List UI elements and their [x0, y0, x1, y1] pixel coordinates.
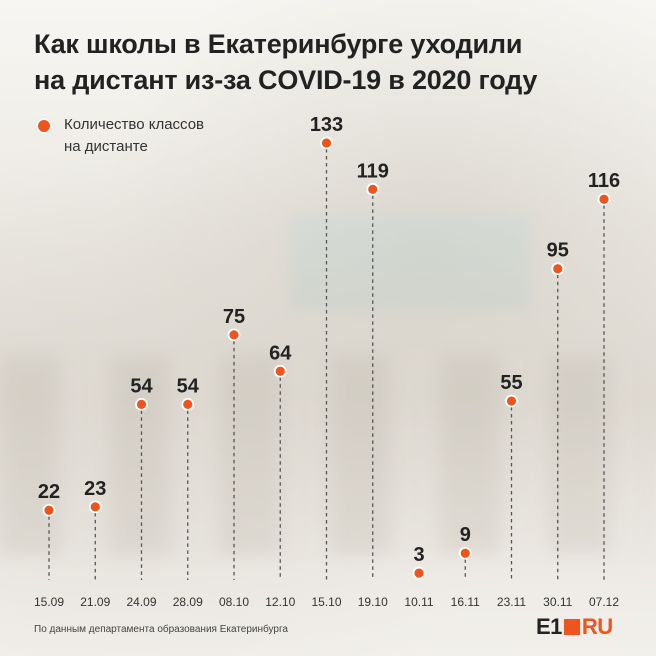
data-point	[551, 262, 565, 276]
data-label: 9	[460, 524, 471, 546]
legend-marker-icon	[36, 118, 52, 134]
data-point	[135, 397, 148, 411]
x-tick-label: 19.10	[358, 595, 388, 609]
x-tick-label: 15.09	[34, 595, 64, 609]
title-line-1: Как школы в Екатеринбурге уходили	[34, 29, 523, 59]
data-label: 116	[588, 170, 620, 192]
legend-line-2: на дистанте	[64, 138, 148, 155]
data-label: 54	[177, 375, 200, 397]
x-tick-label: 23.11	[497, 595, 526, 609]
logo-ru: RU	[581, 614, 613, 639]
x-tick-label: 12.10	[265, 595, 295, 609]
data-point	[366, 182, 380, 196]
data-point	[273, 364, 287, 378]
legend: Количество классов на дистанте	[36, 114, 204, 158]
data-label: 133	[310, 114, 343, 136]
data-point	[597, 192, 611, 206]
data-label: 75	[223, 306, 245, 328]
data-label: 64	[269, 342, 292, 364]
x-tick-label: 30.11	[543, 595, 572, 609]
data-point	[88, 500, 102, 514]
data-point	[412, 566, 426, 580]
background-desks	[0, 355, 656, 555]
data-label: 3	[413, 544, 424, 566]
title-line-2: на дистант из-за COVID-19 в 2020 году	[34, 65, 538, 95]
data-point	[42, 503, 56, 517]
data-label: 54	[130, 375, 153, 397]
x-tick-label: 28.09	[173, 595, 203, 609]
x-tick-label: 24.09	[126, 595, 156, 609]
x-tick-label: 10.11	[404, 595, 433, 609]
data-label: 22	[38, 481, 60, 503]
legend-label: Количество классов на дистанте	[64, 114, 204, 158]
x-tick-label: 08.10	[219, 595, 249, 609]
x-tick-label: 07.12	[589, 595, 619, 609]
logo-square-icon	[563, 619, 580, 635]
data-point	[505, 394, 518, 408]
x-tick-label: 16.11	[451, 595, 480, 609]
data-label: 119	[357, 160, 389, 182]
data-point	[320, 136, 333, 150]
legend-line-1: Количество классов	[64, 116, 205, 133]
data-label: 95	[547, 240, 569, 262]
data-point	[227, 328, 241, 342]
chart-title: Как школы в Екатеринбурге уходили на дис…	[34, 26, 537, 98]
source-note: По данным департамента образования Екате…	[34, 624, 288, 635]
data-label: 23	[84, 478, 106, 500]
e1-logo: E1 RU	[536, 614, 613, 640]
data-label: 55	[500, 372, 522, 394]
x-tick-label: 15.10	[311, 595, 341, 609]
data-point	[458, 546, 472, 560]
data-point	[181, 397, 195, 411]
background-window	[290, 215, 530, 310]
x-tick-label: 21.09	[80, 595, 110, 609]
logo-e1: E1	[536, 614, 562, 639]
